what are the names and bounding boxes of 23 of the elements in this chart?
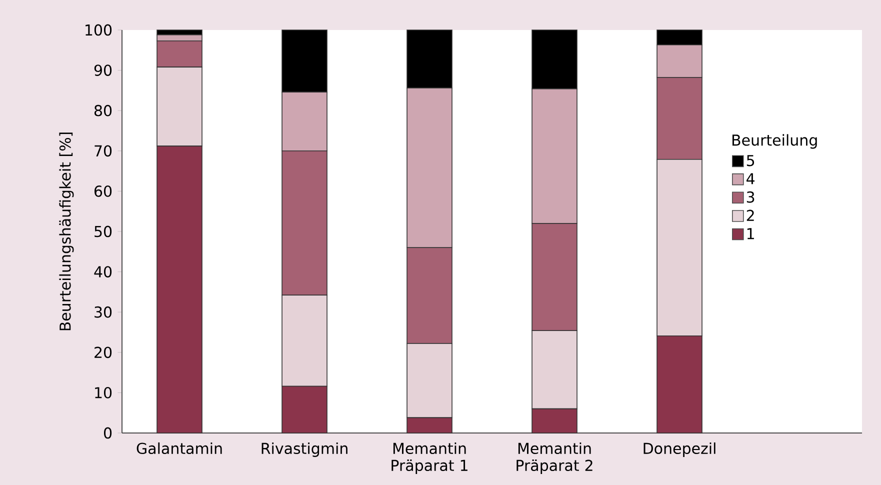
y-tick-label: 20 — [94, 346, 112, 358]
x-tick-label: Rivastigmin — [262, 442, 348, 457]
y-axis-title: Beurteilungshäufigkeit [%] — [59, 132, 74, 330]
y-tick-label: 0 — [104, 427, 112, 439]
x-tick-label: Memantin Präparat 1 — [392, 442, 468, 474]
y-tick-label: 80 — [94, 104, 112, 116]
y-tick-label: 100 — [86, 24, 112, 36]
legend-label: 2 — [746, 210, 754, 221]
y-tick-label: 60 — [94, 186, 112, 197]
legend-label: 3 — [746, 191, 754, 203]
y-tick-label: 50 — [94, 226, 112, 238]
x-tick-label: Memantin Präparat 2 — [516, 442, 592, 474]
y-tick-label: 10 — [95, 387, 112, 398]
legend-title: Beurteilung — [732, 134, 817, 149]
legend-label: 1 — [747, 228, 754, 240]
x-tick-label: Donepezil — [644, 442, 716, 457]
legend-label: 4 — [746, 173, 754, 184]
y-tick-label: 70 — [94, 145, 112, 157]
y-tick-label: 40 — [94, 266, 112, 278]
legend-label: 5 — [746, 155, 754, 166]
x-tick-label: Galantamin — [136, 442, 222, 454]
y-tick-label: 30 — [94, 306, 112, 318]
y-tick-label: 90 — [94, 64, 112, 76]
